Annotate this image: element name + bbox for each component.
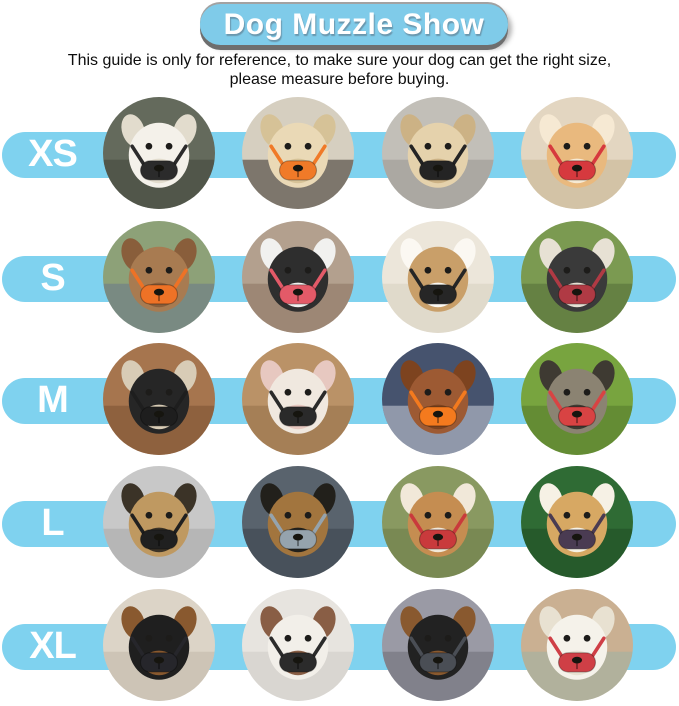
dog-photo-m-3 bbox=[382, 343, 494, 455]
dog-photo-l-3 bbox=[382, 466, 494, 578]
dog-photo-s-3 bbox=[382, 221, 494, 333]
dog-photo-s-4 bbox=[521, 221, 633, 333]
dog-face-icon bbox=[382, 97, 494, 209]
dog-face-icon bbox=[521, 221, 633, 333]
dog-face-icon bbox=[382, 221, 494, 333]
dog-face-icon bbox=[382, 589, 494, 701]
size-row-m: M bbox=[0, 343, 679, 455]
dog-photo-xs-1 bbox=[103, 97, 215, 209]
subtitle-line-1: This guide is only for reference, to mak… bbox=[67, 52, 612, 69]
dog-face-icon bbox=[382, 343, 494, 455]
size-row-s: S bbox=[0, 221, 679, 333]
dog-photo-m-2 bbox=[242, 343, 354, 455]
size-label-s: S bbox=[40, 256, 65, 299]
subtitle: This guide is only for reference, to mak… bbox=[0, 51, 679, 89]
dog-face-icon bbox=[103, 221, 215, 333]
size-row-l: L bbox=[0, 466, 679, 578]
dog-photo-m-1 bbox=[103, 343, 215, 455]
dog-photo-xl-1 bbox=[103, 589, 215, 701]
dog-face-icon bbox=[103, 343, 215, 455]
size-label-xl: XL bbox=[29, 624, 77, 667]
dog-face-icon bbox=[382, 466, 494, 578]
subtitle-line-2: please measure before buying. bbox=[229, 71, 450, 89]
dog-photo-s-2 bbox=[242, 221, 354, 333]
dog-face-icon bbox=[521, 466, 633, 578]
dog-photo-l-2 bbox=[242, 466, 354, 578]
dog-face-icon bbox=[103, 97, 215, 209]
dog-photo-l-1 bbox=[103, 466, 215, 578]
dog-photo-l-4 bbox=[521, 466, 633, 578]
page-title: Dog Muzzle Show bbox=[223, 7, 485, 41]
dog-face-icon bbox=[103, 589, 215, 701]
dog-face-icon bbox=[521, 97, 633, 209]
dog-photo-s-1 bbox=[103, 221, 215, 333]
size-row-xs: XS bbox=[0, 97, 679, 209]
title-banner: Dog Muzzle Show bbox=[200, 4, 508, 45]
size-label-m: M bbox=[37, 378, 69, 421]
size-label-xs: XS bbox=[28, 132, 78, 175]
size-row-xl: XL bbox=[0, 589, 679, 701]
dog-photo-m-4 bbox=[521, 343, 633, 455]
dog-face-icon bbox=[242, 97, 354, 209]
dog-face-icon bbox=[242, 221, 354, 333]
dog-face-icon bbox=[242, 343, 354, 455]
dog-face-icon bbox=[103, 466, 215, 578]
size-label-l: L bbox=[41, 501, 64, 544]
dog-photo-xl-2 bbox=[242, 589, 354, 701]
dog-face-icon bbox=[242, 466, 354, 578]
dog-photo-xs-3 bbox=[382, 97, 494, 209]
dog-face-icon bbox=[521, 589, 633, 701]
dog-photo-xl-4 bbox=[521, 589, 633, 701]
dog-photo-xs-4 bbox=[521, 97, 633, 209]
dog-face-icon bbox=[242, 589, 354, 701]
dog-face-icon bbox=[521, 343, 633, 455]
dog-photo-xl-3 bbox=[382, 589, 494, 701]
dog-photo-xs-2 bbox=[242, 97, 354, 209]
